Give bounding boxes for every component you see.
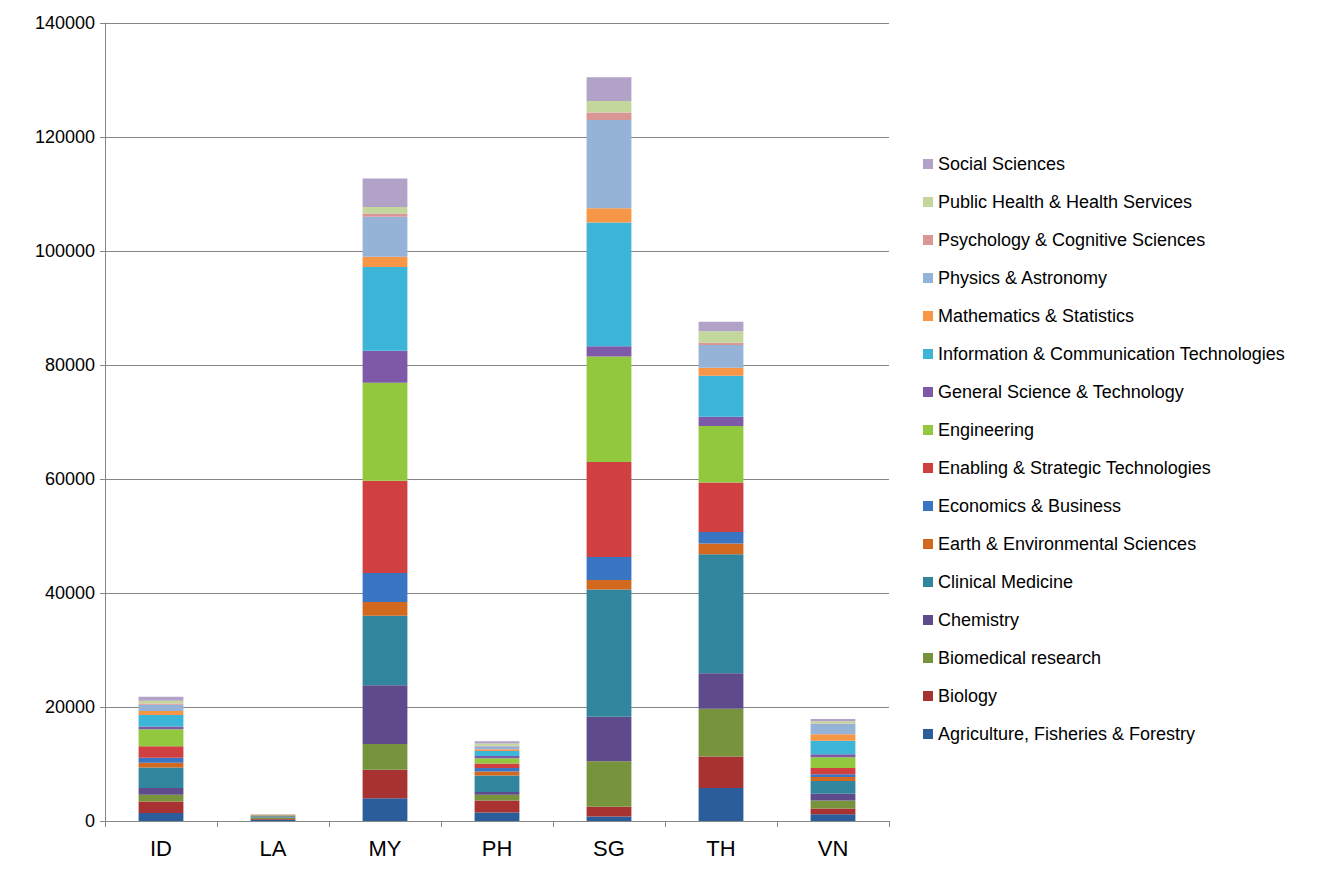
svg-text:General Science & Technology: General Science & Technology: [938, 382, 1184, 402]
svg-text:Chemistry: Chemistry: [938, 610, 1019, 630]
svg-text:ID: ID: [150, 836, 172, 861]
svg-text:Economics & Business: Economics & Business: [938, 496, 1121, 516]
svg-text:80000: 80000: [45, 355, 95, 375]
svg-text:100000: 100000: [35, 241, 95, 261]
svg-text:TH: TH: [706, 836, 735, 861]
svg-text:PH: PH: [482, 836, 513, 861]
svg-text:Engineering: Engineering: [938, 420, 1034, 440]
svg-text:140000: 140000: [35, 13, 95, 33]
svg-text:VN: VN: [818, 836, 849, 861]
svg-text:Enabling & Strategic Technolog: Enabling & Strategic Technologies: [938, 458, 1211, 478]
svg-text:Earth & Environmental Sciences: Earth & Environmental Sciences: [938, 534, 1196, 554]
svg-text:0: 0: [85, 811, 95, 831]
svg-text:Biology: Biology: [938, 686, 997, 706]
svg-text:LA: LA: [260, 836, 287, 861]
svg-text:Physics & Astronomy: Physics & Astronomy: [938, 268, 1107, 288]
svg-text:Public Health & Health Service: Public Health & Health Services: [938, 192, 1192, 212]
svg-text:Agriculture, Fisheries & Fores: Agriculture, Fisheries & Forestry: [938, 724, 1195, 744]
svg-text:120000: 120000: [35, 127, 95, 147]
svg-text:MY: MY: [369, 836, 402, 861]
svg-text:20000: 20000: [45, 697, 95, 717]
svg-text:Biomedical research: Biomedical research: [938, 648, 1101, 668]
svg-text:Psychology & Cognitive Science: Psychology & Cognitive Sciences: [938, 230, 1205, 250]
svg-text:60000: 60000: [45, 469, 95, 489]
svg-text:SG: SG: [593, 836, 625, 861]
svg-text:Mathematics & Statistics: Mathematics & Statistics: [938, 306, 1134, 326]
svg-text:Information & Communication Te: Information & Communication Technologies: [938, 344, 1285, 364]
svg-text:40000: 40000: [45, 583, 95, 603]
svg-text:Social Sciences: Social Sciences: [938, 154, 1065, 174]
svg-text:Clinical Medicine: Clinical Medicine: [938, 572, 1073, 592]
